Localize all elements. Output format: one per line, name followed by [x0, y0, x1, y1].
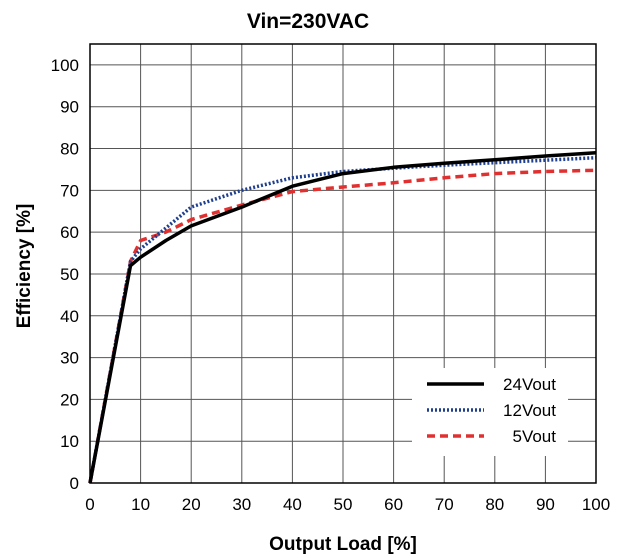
x-tick-label: 60 — [384, 495, 403, 514]
y-tick-label: 90 — [60, 98, 79, 117]
x-tick-label: 50 — [334, 495, 353, 514]
y-tick-label: 60 — [60, 223, 79, 242]
chart-title: Vin=230VAC — [247, 10, 369, 33]
x-tick-label: 10 — [131, 495, 150, 514]
x-tick-label: 20 — [182, 495, 201, 514]
y-tick-label: 50 — [60, 265, 79, 284]
legend: 24Vout 12Vout 5Vout — [412, 368, 568, 456]
y-tick-label: 80 — [60, 140, 79, 159]
x-axis-label: Output Load [%] — [269, 534, 417, 555]
legend-label: 5Vout — [513, 427, 557, 446]
x-tick-label: 90 — [536, 495, 555, 514]
x-tick-label: 0 — [85, 495, 94, 514]
y-tick-label: 40 — [60, 307, 79, 326]
x-tick-label: 80 — [485, 495, 504, 514]
y-tick-label: 20 — [60, 390, 79, 409]
y-axis-label: Efficiency [%] — [14, 204, 35, 329]
y-tick-label: 0 — [70, 474, 79, 493]
x-tick-label: 70 — [435, 495, 454, 514]
y-tick-label: 30 — [60, 349, 79, 368]
x-tick-label: 30 — [232, 495, 251, 514]
x-tick-label: 40 — [283, 495, 302, 514]
x-tick-label: 100 — [582, 495, 610, 514]
y-tick-label: 70 — [60, 181, 79, 200]
legend-label: 24Vout — [503, 375, 556, 394]
y-tick-label: 100 — [51, 56, 79, 75]
legend-label: 12Vout — [503, 401, 556, 420]
y-tick-label: 10 — [60, 432, 79, 451]
